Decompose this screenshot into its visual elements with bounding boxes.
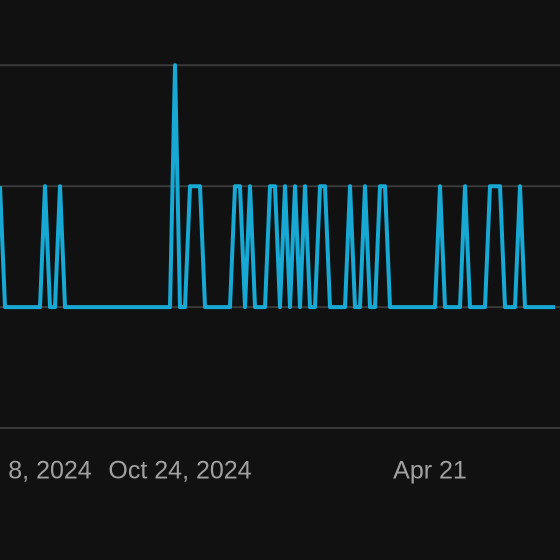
- x-tick-label: Apr 21: [393, 457, 467, 485]
- x-tick-label: 8, 2024: [8, 457, 92, 485]
- data-line: [0, 63, 555, 310]
- x-tick-label: Oct 24, 2024: [108, 457, 251, 485]
